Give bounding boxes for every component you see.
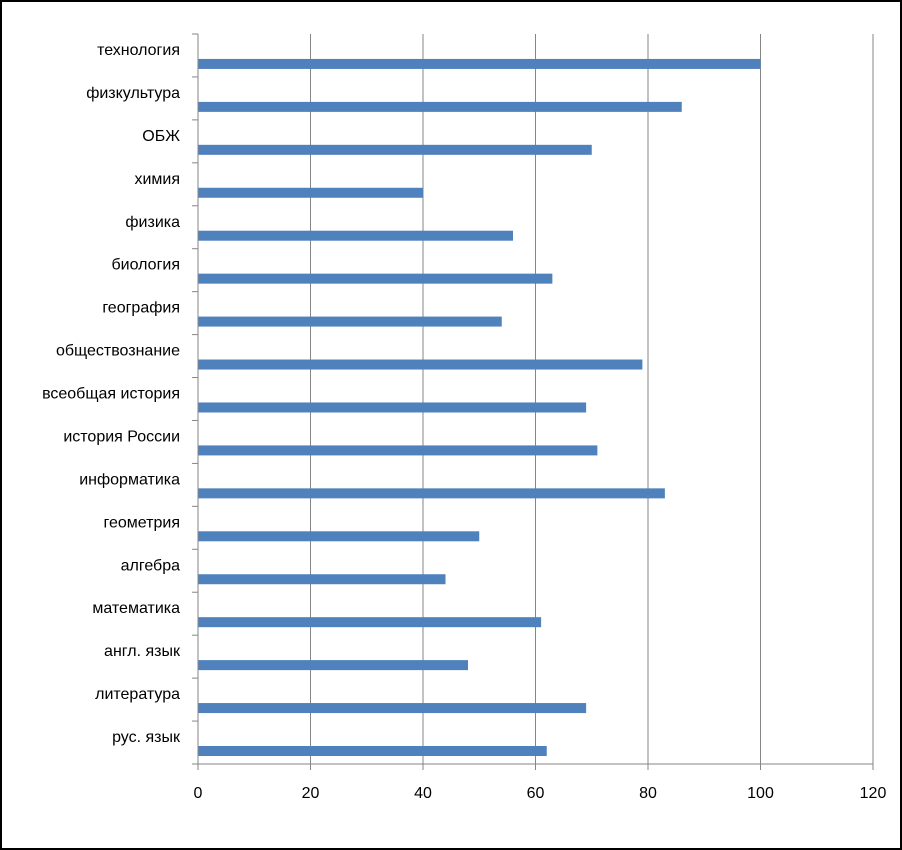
x-tick-label-0: 0 bbox=[194, 785, 203, 802]
x-tick-label-100: 100 bbox=[747, 785, 774, 802]
bar-16 bbox=[198, 101, 682, 112]
y-category-label: биология bbox=[112, 257, 181, 274]
y-category-label: обществознание bbox=[56, 343, 180, 360]
x-tick-label-80: 80 bbox=[639, 785, 657, 802]
bar-8 bbox=[198, 445, 598, 456]
bar-10 bbox=[198, 359, 643, 370]
y-category-label: геометрия bbox=[104, 514, 180, 531]
y-category-label: история России bbox=[63, 428, 180, 445]
y-category-label: математика bbox=[92, 600, 180, 617]
bars bbox=[198, 58, 761, 756]
bar-12 bbox=[198, 273, 553, 284]
y-category-label: физкультура bbox=[86, 85, 180, 102]
x-tick-label-40: 40 bbox=[414, 785, 432, 802]
bar-2 bbox=[198, 703, 587, 714]
bar-9 bbox=[198, 402, 587, 413]
y-category-label: алгебра bbox=[121, 557, 181, 574]
bar-6 bbox=[198, 531, 480, 542]
y-category-label: рус. язык bbox=[112, 729, 181, 746]
y-category-label: ОБЖ bbox=[142, 128, 180, 145]
bar-17 bbox=[198, 58, 761, 69]
labels: 0 20 40 60 80 100 120 рус. язык литература англ. … bbox=[42, 42, 886, 802]
bar-1 bbox=[198, 746, 547, 756]
bar-14 bbox=[198, 187, 423, 198]
x-tick-label-120: 120 bbox=[860, 785, 887, 802]
axes bbox=[192, 33, 874, 770]
y-category-label: физика bbox=[125, 214, 180, 231]
y-category-label: литература bbox=[95, 686, 180, 703]
bar-15 bbox=[198, 144, 592, 155]
bar-11 bbox=[198, 316, 502, 327]
y-category-label: химия bbox=[134, 171, 180, 188]
bar-4 bbox=[198, 617, 542, 628]
bar-3 bbox=[198, 660, 468, 671]
bar-13 bbox=[198, 230, 513, 241]
y-category-label: всеобщая история bbox=[42, 386, 180, 403]
x-tick-label-60: 60 bbox=[527, 785, 545, 802]
bar-5 bbox=[198, 574, 446, 585]
x-tick-label-20: 20 bbox=[302, 785, 320, 802]
y-category-label: география bbox=[102, 300, 180, 317]
y-category-label: технология bbox=[97, 42, 180, 59]
y-category-label: информатика bbox=[79, 471, 180, 488]
bar-7 bbox=[198, 488, 665, 499]
y-category-label: англ. язык bbox=[104, 643, 181, 660]
gridlines bbox=[310, 34, 874, 764]
